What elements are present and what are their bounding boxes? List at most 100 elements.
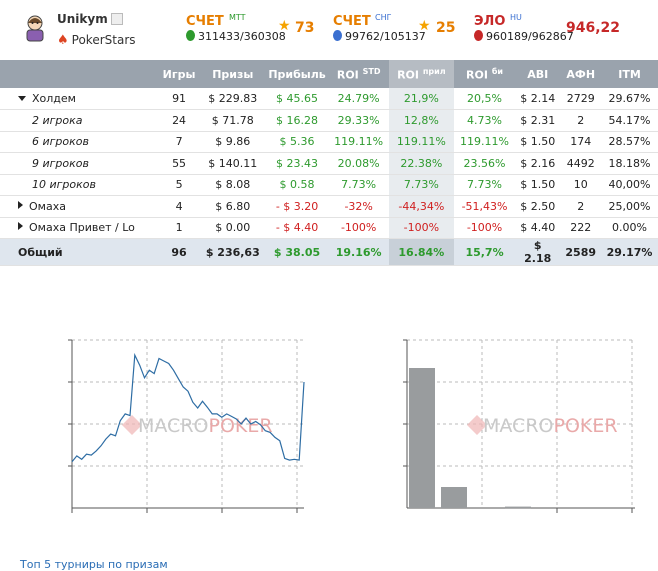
cell-roi-std: 20.08% (329, 153, 389, 175)
row-name: Общий (0, 239, 158, 266)
cell-prizes: $ 229.83 (200, 88, 265, 110)
expand-icon[interactable] (18, 201, 23, 209)
cell-profit: $ 5.36 (265, 131, 328, 153)
cell-afn: 222 (560, 217, 601, 239)
series-line (72, 355, 304, 462)
spade-icon: ♠ (57, 33, 69, 48)
cell-roi-pril: 119.11% (389, 131, 454, 153)
cell-games: 96 (158, 239, 200, 266)
profile-header: Unikym ♠PokerStars СЧЕТ MTT 311433/36030… (0, 0, 658, 58)
cell-prizes: $ 140.11 (200, 153, 265, 175)
elo-score-value: 960189/962867 (474, 30, 574, 43)
cell-prizes: $ 8.08 (200, 174, 265, 196)
copy-icon[interactable] (111, 13, 123, 25)
cell-itm: 25,00% (601, 196, 658, 218)
sng-score-label[interactable]: СЧЕТ (333, 14, 371, 29)
medal-icon (474, 30, 483, 41)
cell-afn: 2589 (560, 239, 601, 266)
stats-table: Игры Призы Прибыль ROI STD ROI прил ROI … (0, 60, 658, 266)
col-header-games[interactable]: Игры (158, 60, 200, 88)
row-name[interactable]: Омаха (0, 196, 158, 218)
star-icon: ★ (418, 18, 431, 34)
cell-prizes: $ 236,63 (200, 239, 265, 266)
cell-abi: $ 1.50 (515, 174, 560, 196)
cell-abi: $ 4.40 (515, 217, 560, 239)
cell-itm: 0.00% (601, 217, 658, 239)
cell-roi-std: 119.11% (329, 131, 389, 153)
cell-roi-bi: 119.11% (454, 131, 515, 153)
watermark-text: MACROPOKER (138, 415, 273, 437)
col-header-roi-std[interactable]: ROI STD (329, 60, 389, 88)
cell-games: 1 (158, 217, 200, 239)
poker-site: ♠PokerStars (57, 33, 136, 48)
cell-roi-pril: -44,34% (389, 196, 454, 218)
collapse-icon[interactable] (18, 96, 26, 101)
bar (441, 487, 467, 508)
cell-afn: 2 (560, 196, 601, 218)
elo-label[interactable]: ЭЛО (474, 14, 505, 29)
expand-icon[interactable] (18, 222, 23, 230)
cell-profit: $ 38.05 (265, 239, 328, 266)
cell-roi-std: 24.79% (329, 88, 389, 110)
col-header-afn[interactable]: АФН (560, 60, 601, 88)
cell-roi-std: 7.73% (329, 174, 389, 196)
cell-prizes: $ 6.80 (200, 196, 265, 218)
cell-games: 5 (158, 174, 200, 196)
cell-afn: 2 (560, 110, 601, 132)
cell-roi-pril: 7.73% (389, 174, 454, 196)
cell-roi-pril: 21,9% (389, 88, 454, 110)
col-header-roi-pril[interactable]: ROI прил (389, 60, 454, 88)
bar (505, 507, 531, 509)
cell-roi-pril: 12,8% (389, 110, 454, 132)
col-header-prizes[interactable]: Призы (200, 60, 265, 88)
cell-itm: 40,00% (601, 174, 658, 196)
cell-roi-pril: 22.38% (389, 153, 454, 175)
row-name[interactable]: Омаха Привет / Lo (0, 217, 158, 239)
avatar (20, 13, 50, 43)
cell-prizes: $ 0.00 (200, 217, 265, 239)
cell-roi-bi: -100% (454, 217, 515, 239)
elo-sup: HU (510, 13, 522, 22)
cell-roi-std: -32% (329, 196, 389, 218)
cell-roi-bi: -51,43% (454, 196, 515, 218)
col-header-name (0, 60, 158, 88)
cell-roi-std: 29.33% (329, 110, 389, 132)
col-header-abi[interactable]: ABI (515, 60, 560, 88)
col-header-itm[interactable]: ITM (601, 60, 658, 88)
cell-abi: $ 2.16 (515, 153, 560, 175)
cell-abi: $ 1.50 (515, 131, 560, 153)
top-tournaments-link[interactable]: Топ 5 турниры по призам (20, 558, 168, 571)
cell-itm: 18.18% (601, 153, 658, 175)
cell-games: 55 (158, 153, 200, 175)
watermark-text: MACROPOKER (483, 415, 618, 437)
cell-profit: $ 23.43 (265, 153, 328, 175)
cell-profit: - $ 3.20 (265, 196, 328, 218)
cell-abi: $ 2.14 (515, 88, 560, 110)
cell-profit: $ 45.65 (265, 88, 328, 110)
cell-itm: 28.57% (601, 131, 658, 153)
cell-roi-bi: 7.73% (454, 174, 515, 196)
mtt-score-label[interactable]: СЧЕТ (186, 14, 224, 29)
cell-roi-bi: 20,5% (454, 88, 515, 110)
profit-line-chart: MACROPOKER (60, 330, 316, 520)
cell-prizes: $ 9.86 (200, 131, 265, 153)
col-header-profit[interactable]: Прибыль (265, 60, 328, 88)
cell-roi-bi: 4.73% (454, 110, 515, 132)
cell-roi-pril: 16.84% (389, 239, 454, 266)
table-header-row: Игры Призы Прибыль ROI STD ROI прил ROI … (0, 60, 658, 88)
username[interactable]: Unikym (57, 12, 108, 26)
cell-roi-std: 19.16% (329, 239, 389, 266)
cell-games: 4 (158, 196, 200, 218)
col-header-roi-bi[interactable]: ROI би (454, 60, 515, 88)
cell-roi-bi: 23.56% (454, 153, 515, 175)
row-name[interactable]: Холдем (0, 88, 158, 110)
cell-profit: $ 0.58 (265, 174, 328, 196)
cell-profit: $ 16.28 (265, 110, 328, 132)
cell-roi-bi: 15,7% (454, 239, 515, 266)
cell-prizes: $ 71.78 (200, 110, 265, 132)
